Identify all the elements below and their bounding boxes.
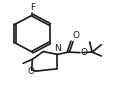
Text: F: F bbox=[30, 3, 35, 12]
Text: N: N bbox=[54, 44, 61, 53]
Text: O: O bbox=[28, 67, 35, 76]
Text: O: O bbox=[81, 48, 87, 57]
Text: O: O bbox=[73, 31, 80, 40]
